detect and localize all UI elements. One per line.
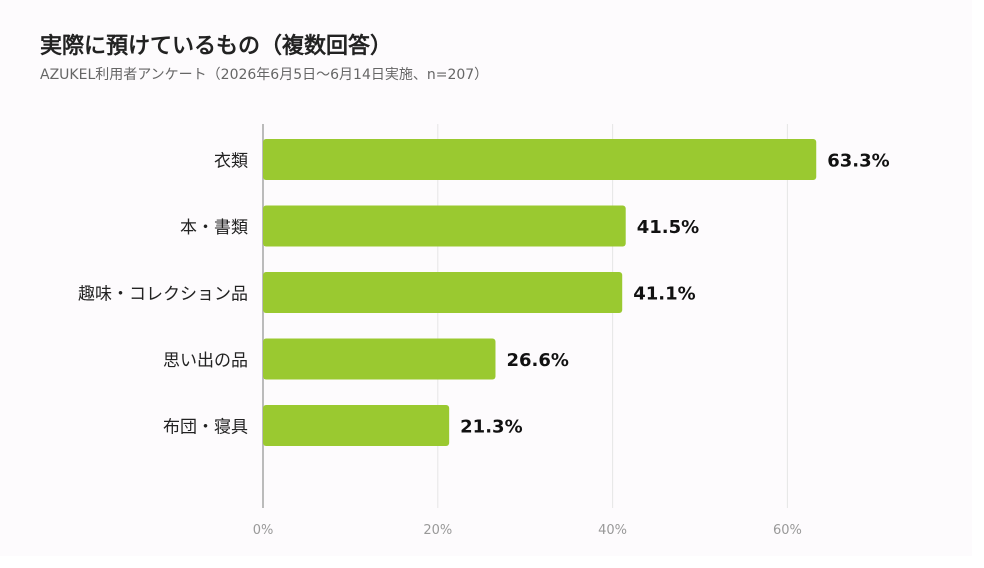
category-label: 衣類 (214, 152, 248, 172)
x-tick-label: 0% (253, 523, 274, 538)
bar (263, 139, 817, 180)
x-tick-label: 40% (598, 523, 627, 538)
data-label: 41.5% (637, 217, 699, 238)
category-label: 本・書類 (180, 218, 248, 238)
chart-subtitle: AZUKEL利用者アンケート（2026年6月5日〜6月14日実施、n=207） (40, 67, 489, 83)
bar-chart: 0% 20% 40% 60% 衣類 63.3% 本・書類 41.5% 趣味・コレクション品 41.… (78, 124, 890, 538)
x-tick-label: 60% (773, 523, 802, 538)
x-tick-label: 20% (423, 523, 452, 538)
data-label: 26.6% (506, 350, 568, 371)
bar (263, 405, 450, 446)
category-label: 布団・寝具 (163, 417, 248, 438)
data-label: 21.3% (460, 417, 522, 438)
data-label: 41.1% (633, 284, 695, 305)
category-label: 思い出の品 (163, 351, 248, 371)
chart-title: 実際に預けているもの（複数回答） (40, 34, 393, 59)
chart-frame: 実際に預けているもの（複数回答） AZUKEL利用者アンケート（2026年6月5… (40, 34, 890, 538)
bar (263, 272, 623, 313)
bar (263, 205, 626, 247)
bar (263, 338, 496, 380)
category-label: 趣味・コレクション品 (78, 285, 248, 305)
data-label: 63.3% (827, 151, 889, 172)
